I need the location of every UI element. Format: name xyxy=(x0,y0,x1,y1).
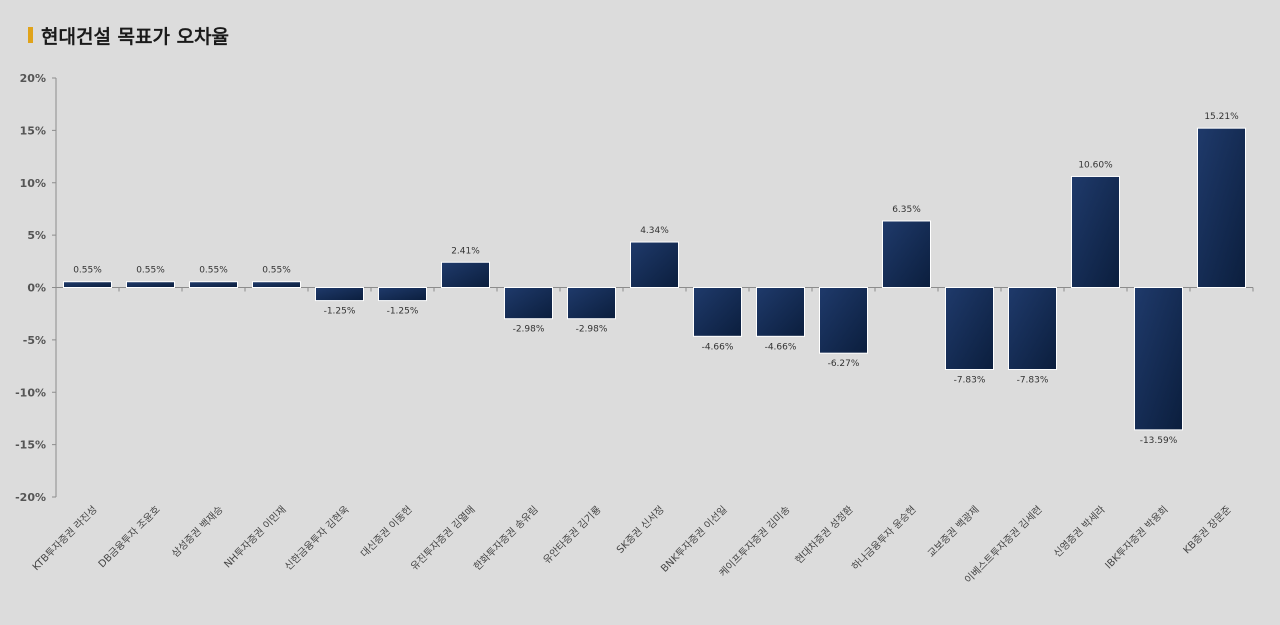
bar xyxy=(1071,175,1120,288)
category-label: 대신증권 이동헌 xyxy=(358,504,414,560)
chart-title-group: 현대건설 목표가 오차율 xyxy=(28,22,229,48)
data-label: -4.66% xyxy=(702,342,734,352)
bar xyxy=(630,241,679,288)
y-tick-label: 10% xyxy=(20,177,46,190)
category-label: 한화투자증권 송유림 xyxy=(471,504,540,573)
data-label: 0.55% xyxy=(73,266,102,276)
bar xyxy=(1008,287,1057,371)
bars-group xyxy=(63,127,1246,431)
category-label: KB증권 장문준 xyxy=(1181,504,1234,557)
category-label: 유진투자증권 김열매 xyxy=(408,504,477,573)
y-tick-label: -15% xyxy=(15,439,46,452)
data-label: -6.27% xyxy=(828,359,860,369)
category-label: IBK투자증권 박용희 xyxy=(1103,504,1171,572)
y-tick-label: -5% xyxy=(23,334,46,347)
data-label: -7.83% xyxy=(954,376,986,386)
category-label: 교보증권 백광제 xyxy=(925,504,981,560)
data-label: 0.55% xyxy=(199,266,228,276)
bar xyxy=(504,287,553,320)
data-label: -7.83% xyxy=(1017,376,1049,386)
bar xyxy=(189,281,238,288)
bar xyxy=(567,287,616,320)
category-label: 케이프투자증권 김미송 xyxy=(717,504,793,580)
bar xyxy=(63,281,112,288)
category-label: NH투자증권 이민재 xyxy=(222,504,289,571)
bar xyxy=(1134,287,1183,431)
category-label: KTB투자증권 라진성 xyxy=(30,504,100,574)
chart-title: 현대건설 목표가 오차율 xyxy=(41,25,230,48)
title-marker-icon xyxy=(28,27,33,43)
category-label: 신한금융투자 김현욱 xyxy=(282,504,351,573)
category-label: 신영증권 박세라 xyxy=(1051,504,1107,560)
bar xyxy=(882,220,931,288)
bar xyxy=(756,287,805,337)
bar xyxy=(693,287,742,337)
bar xyxy=(252,281,301,288)
y-tick-label: -10% xyxy=(15,386,46,399)
bar xyxy=(315,287,364,302)
data-label: -2.98% xyxy=(513,325,545,335)
bar xyxy=(378,287,427,302)
data-label: -13.59% xyxy=(1140,436,1178,446)
data-label: 10.60% xyxy=(1078,160,1113,170)
category-label: DB금융투자 조윤호 xyxy=(96,504,163,571)
bar xyxy=(945,287,994,371)
data-label: -1.25% xyxy=(324,307,356,317)
data-label: -2.98% xyxy=(576,325,608,335)
category-label: 유안타증권 김기룡 xyxy=(541,504,604,567)
data-label: -1.25% xyxy=(387,307,419,317)
data-label: 4.34% xyxy=(640,226,669,236)
category-label: SK증권 신서정 xyxy=(614,504,666,556)
category-label: BNK투자증권 이선일 xyxy=(659,504,730,575)
y-tick-label: 20% xyxy=(20,72,46,85)
category-label: 삼성증권 백재승 xyxy=(169,504,225,560)
y-tick-label: 5% xyxy=(27,229,46,242)
category-label: 현대차증권 성정환 xyxy=(793,504,856,567)
data-label: 0.55% xyxy=(262,266,291,276)
category-label: 하나금융투자 윤승현 xyxy=(849,503,919,573)
labels-group: 0.55% KTB투자증권 라진성 0.55% DB금융투자 조윤호 0.55% 삼성증권… xyxy=(30,112,1239,586)
bar xyxy=(1197,127,1246,288)
bar xyxy=(126,281,175,288)
y-tick-label: 15% xyxy=(20,124,46,137)
y-tick-label: 0% xyxy=(27,282,46,295)
data-label: 6.35% xyxy=(892,205,921,215)
bar xyxy=(441,261,490,288)
y-tick-label: -20% xyxy=(15,491,46,504)
data-label: -4.66% xyxy=(765,342,797,352)
data-label: 0.55% xyxy=(136,266,165,276)
bar xyxy=(819,287,868,354)
data-label: 2.41% xyxy=(451,246,480,256)
data-label: 15.21% xyxy=(1204,112,1239,122)
